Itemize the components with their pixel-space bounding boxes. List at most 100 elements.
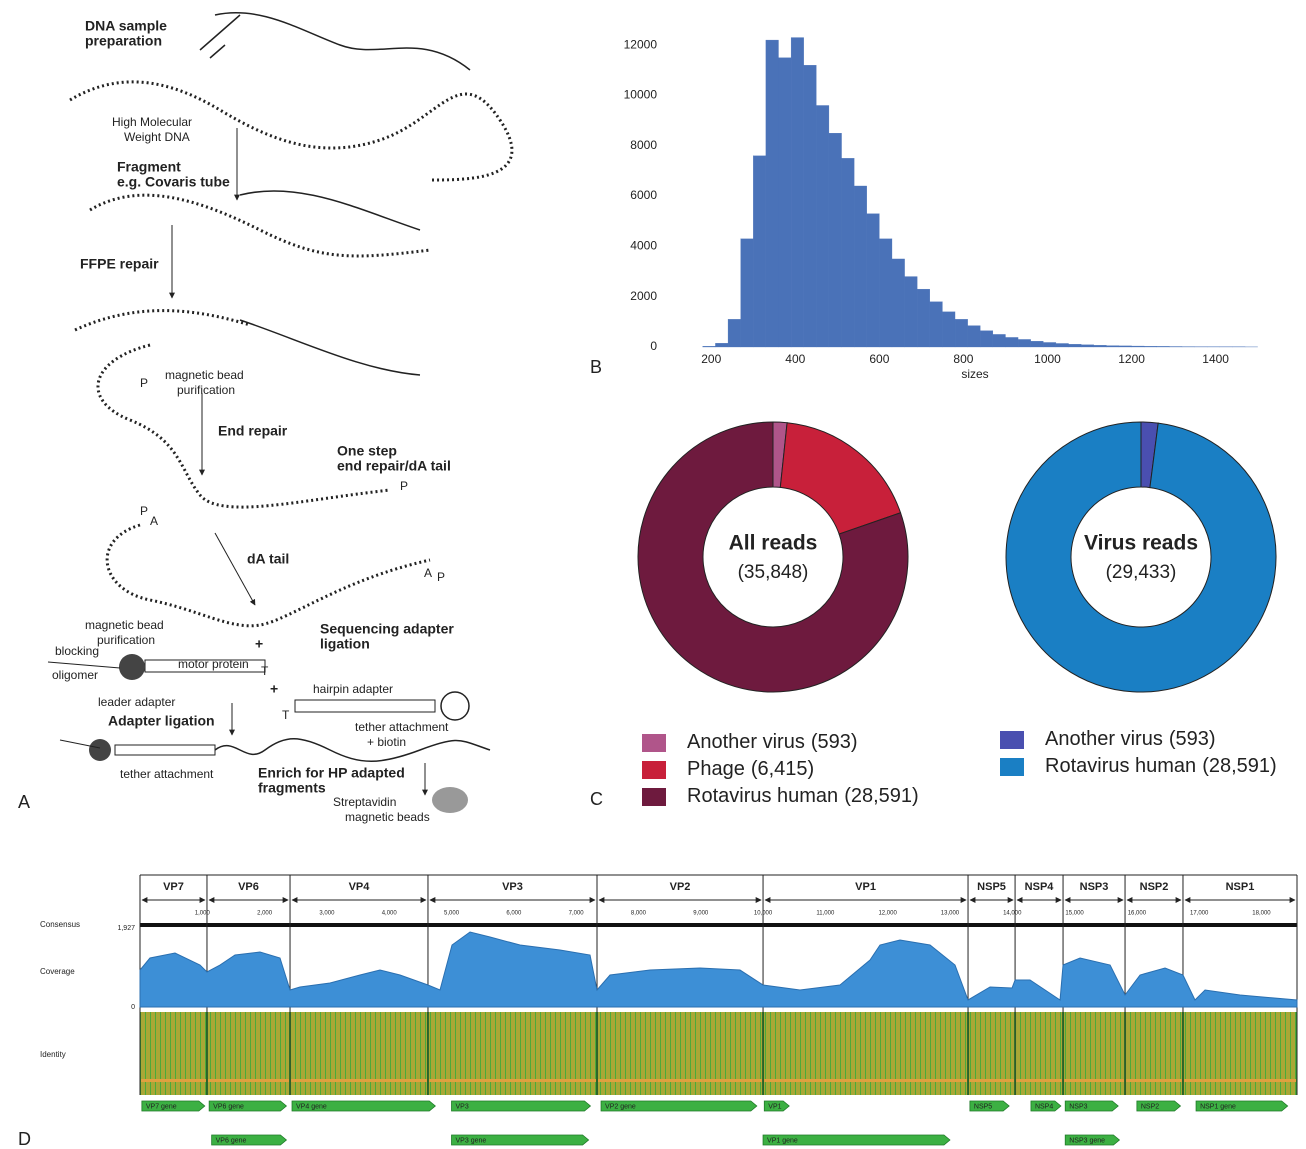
row-label: Consensus	[40, 920, 80, 929]
histogram-bar	[816, 105, 829, 347]
histogram-bar	[1132, 346, 1145, 347]
gene-label: VP4 gene	[296, 1103, 327, 1110]
histogram-bar	[1144, 346, 1157, 347]
diagram-label: Sequencing adapter	[320, 621, 454, 637]
gene-label: VP1 gene	[767, 1137, 798, 1144]
legend-swatch	[642, 788, 666, 806]
segment-label: NSP4	[1025, 881, 1055, 893]
legend-swatch	[1000, 731, 1024, 749]
gene-label: NSP3 gene	[1069, 1137, 1105, 1144]
histogram-bar	[1056, 343, 1069, 347]
legend-value: (28,591)	[844, 785, 919, 807]
diagram-label: fragments	[258, 780, 326, 796]
histogram-bar	[728, 319, 741, 347]
histogram-bar	[980, 331, 993, 347]
y-tick-label: 0	[650, 339, 657, 353]
diagram-label: End repair	[218, 423, 288, 439]
gene-label: VP3 gene	[456, 1137, 487, 1144]
gene-label: NSP4	[1035, 1103, 1053, 1110]
histogram-bar	[715, 343, 728, 347]
diagram-label: tether attachment	[120, 767, 214, 781]
diagram-label: High Molecular	[112, 115, 192, 129]
histogram-bar	[867, 214, 880, 347]
diagram-label: Weight DNA	[124, 130, 190, 144]
gene-label: VP2 gene	[605, 1103, 636, 1110]
diagram-label: T	[282, 708, 290, 722]
legend-entry: Phage(6,415)	[687, 758, 814, 780]
diagram-label: P	[140, 504, 148, 518]
genome-tick-label: 14,000	[1003, 911, 1022, 917]
histogram-bar	[1157, 346, 1170, 347]
legend-name: Another virus	[687, 731, 805, 753]
diagram-label: end repair/dA tail	[337, 458, 451, 474]
x-tick-label: 1200	[1118, 352, 1145, 366]
histogram-bar	[917, 289, 930, 347]
histogram-bar	[829, 133, 842, 347]
segment-label: NSP5	[977, 881, 1006, 893]
histogram-bar	[791, 38, 804, 347]
genome-tick-label: 7,000	[569, 911, 585, 917]
genome-tick-label: 12,000	[878, 911, 897, 917]
genome-tick-label: 8,000	[631, 911, 647, 917]
diagram-label: T	[261, 664, 269, 678]
genome-tick-label: 11,000	[816, 911, 835, 917]
diagram-label: Fragment	[117, 159, 181, 175]
histogram-bar	[905, 277, 918, 347]
genome-tick-label: 10,000	[754, 911, 773, 917]
gene-label: VP6 gene	[216, 1137, 247, 1144]
legend-swatch	[1000, 758, 1024, 776]
diagram-label: P	[400, 479, 408, 493]
gene-label: VP1	[768, 1103, 781, 1110]
genome-tick-label: 13,000	[941, 911, 960, 917]
gene-label: NSP5	[974, 1103, 992, 1110]
genome-tick-label: 16,000	[1128, 911, 1147, 917]
gene-label: VP7 gene	[146, 1103, 177, 1110]
y-tick-label: 10000	[624, 88, 658, 102]
legend-name: Rotavirus human	[1045, 755, 1196, 777]
diagram-label: P	[437, 570, 445, 584]
genome-tick-label: 17,000	[1190, 911, 1209, 917]
donut-segment	[780, 423, 900, 534]
donut-total: (35,848)	[738, 562, 809, 583]
y-tick-label: 4000	[630, 239, 657, 253]
genome-tick-label: 15,000	[1065, 911, 1084, 917]
dna-drawings	[48, 13, 512, 813]
histogram-bar	[1031, 341, 1044, 347]
genome-tick-label: 2,000	[257, 911, 273, 917]
legend-entry: Rotavirus human (28,591)	[687, 785, 919, 807]
genome-tick-label: 4,000	[382, 911, 398, 917]
legend-entry: Another virus(593)	[1045, 728, 1216, 750]
diagram-label: blocking	[55, 644, 99, 658]
panel-label: A	[18, 792, 30, 812]
segment-label: NSP2	[1140, 881, 1169, 893]
identity-block	[1126, 1012, 1182, 1095]
legend-swatch	[642, 734, 666, 752]
diagram-label: magnetic bead	[165, 368, 244, 382]
histogram-bar	[892, 259, 905, 347]
identity-block	[1016, 1012, 1062, 1095]
diagram-label: preparation	[85, 33, 162, 49]
histogram-bar	[1169, 346, 1182, 347]
legend-value: (28,591)	[1202, 755, 1277, 777]
histogram-bar	[804, 65, 817, 347]
diagram-label: DNA sample	[85, 18, 167, 34]
diagram-label: FFPE repair	[80, 256, 159, 272]
y-tick-label: 6000	[630, 188, 657, 202]
histogram-bar	[942, 312, 955, 347]
diagram-label: oligomer	[52, 668, 98, 682]
histogram-bar	[1043, 342, 1056, 347]
legend-value: (593)	[811, 731, 858, 753]
panel-label: D	[18, 1129, 31, 1149]
identity-block	[1064, 1012, 1124, 1095]
genome-tick-label: 1,000	[195, 911, 211, 917]
legend-name: Rotavirus human	[687, 785, 838, 807]
diagram-label: hairpin adapter	[313, 682, 393, 696]
diagram-label: magnetic bead	[85, 618, 164, 632]
y-tick-label: 2000	[630, 289, 657, 303]
diagram-label: A	[150, 514, 158, 528]
donut-total: (29,433)	[1106, 562, 1177, 583]
gene-label: NSP3	[1069, 1103, 1087, 1110]
legend-swatch	[642, 761, 666, 779]
panel-label: C	[590, 789, 603, 809]
identity-block	[141, 1012, 206, 1095]
